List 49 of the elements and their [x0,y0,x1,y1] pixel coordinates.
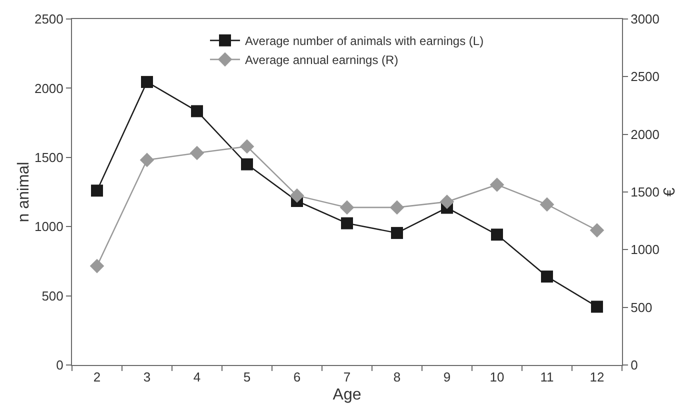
x-tick-label: 2 [93,370,101,385]
point [191,105,203,118]
x-tick-label: 7 [343,370,351,385]
point [491,228,503,241]
point [391,226,403,239]
point [90,258,104,274]
point [541,270,553,283]
y-tick-label: 2500 [34,12,64,27]
point [240,139,254,154]
point [591,300,603,313]
point [341,217,353,230]
point [190,146,204,160]
y2-tick-label: 0 [630,358,638,373]
x-tick-label: 5 [243,370,251,385]
point [590,223,604,238]
y-tick-label: 0 [56,358,64,373]
point [340,200,354,215]
y2-tick-label: 1500 [630,184,660,200]
y2-tick-label: 2500 [630,69,660,84]
point [91,184,103,197]
legend-label: Average number of animals with earnings (L) [245,34,484,48]
x-tick-label: 4 [193,370,201,385]
point [140,152,154,168]
x-tick-label: 12 [590,370,604,385]
y2-tick-label: 2000 [630,126,660,142]
x-tick-label: 9 [443,370,451,385]
x-tick-label: 10 [490,370,504,385]
x-tick-label: 3 [143,370,151,385]
y2-axis-title: € [662,187,679,196]
x-tick-label: 11 [540,370,554,385]
y-tick-label: 500 [42,288,64,304]
y-tick-label: 1000 [34,219,64,234]
y-tick-label: 1500 [34,150,64,165]
point [141,76,153,88]
y2-tick-label: 3000 [630,12,660,27]
legend-label: Average annual earnings (R) [245,53,398,68]
point [241,158,253,170]
x-tick-label: 8 [393,370,401,385]
x-axis-title: Age [332,386,362,404]
x-tick-label: 6 [293,370,301,385]
point [390,200,404,215]
point [540,197,554,212]
y-tick-label: 2000 [34,80,64,96]
point [490,178,504,192]
y2-tick-label: 1000 [630,242,660,258]
point [290,188,304,203]
y2-tick-label: 500 [630,300,652,315]
y-axis-title: n animal [15,162,32,222]
point [440,194,454,209]
